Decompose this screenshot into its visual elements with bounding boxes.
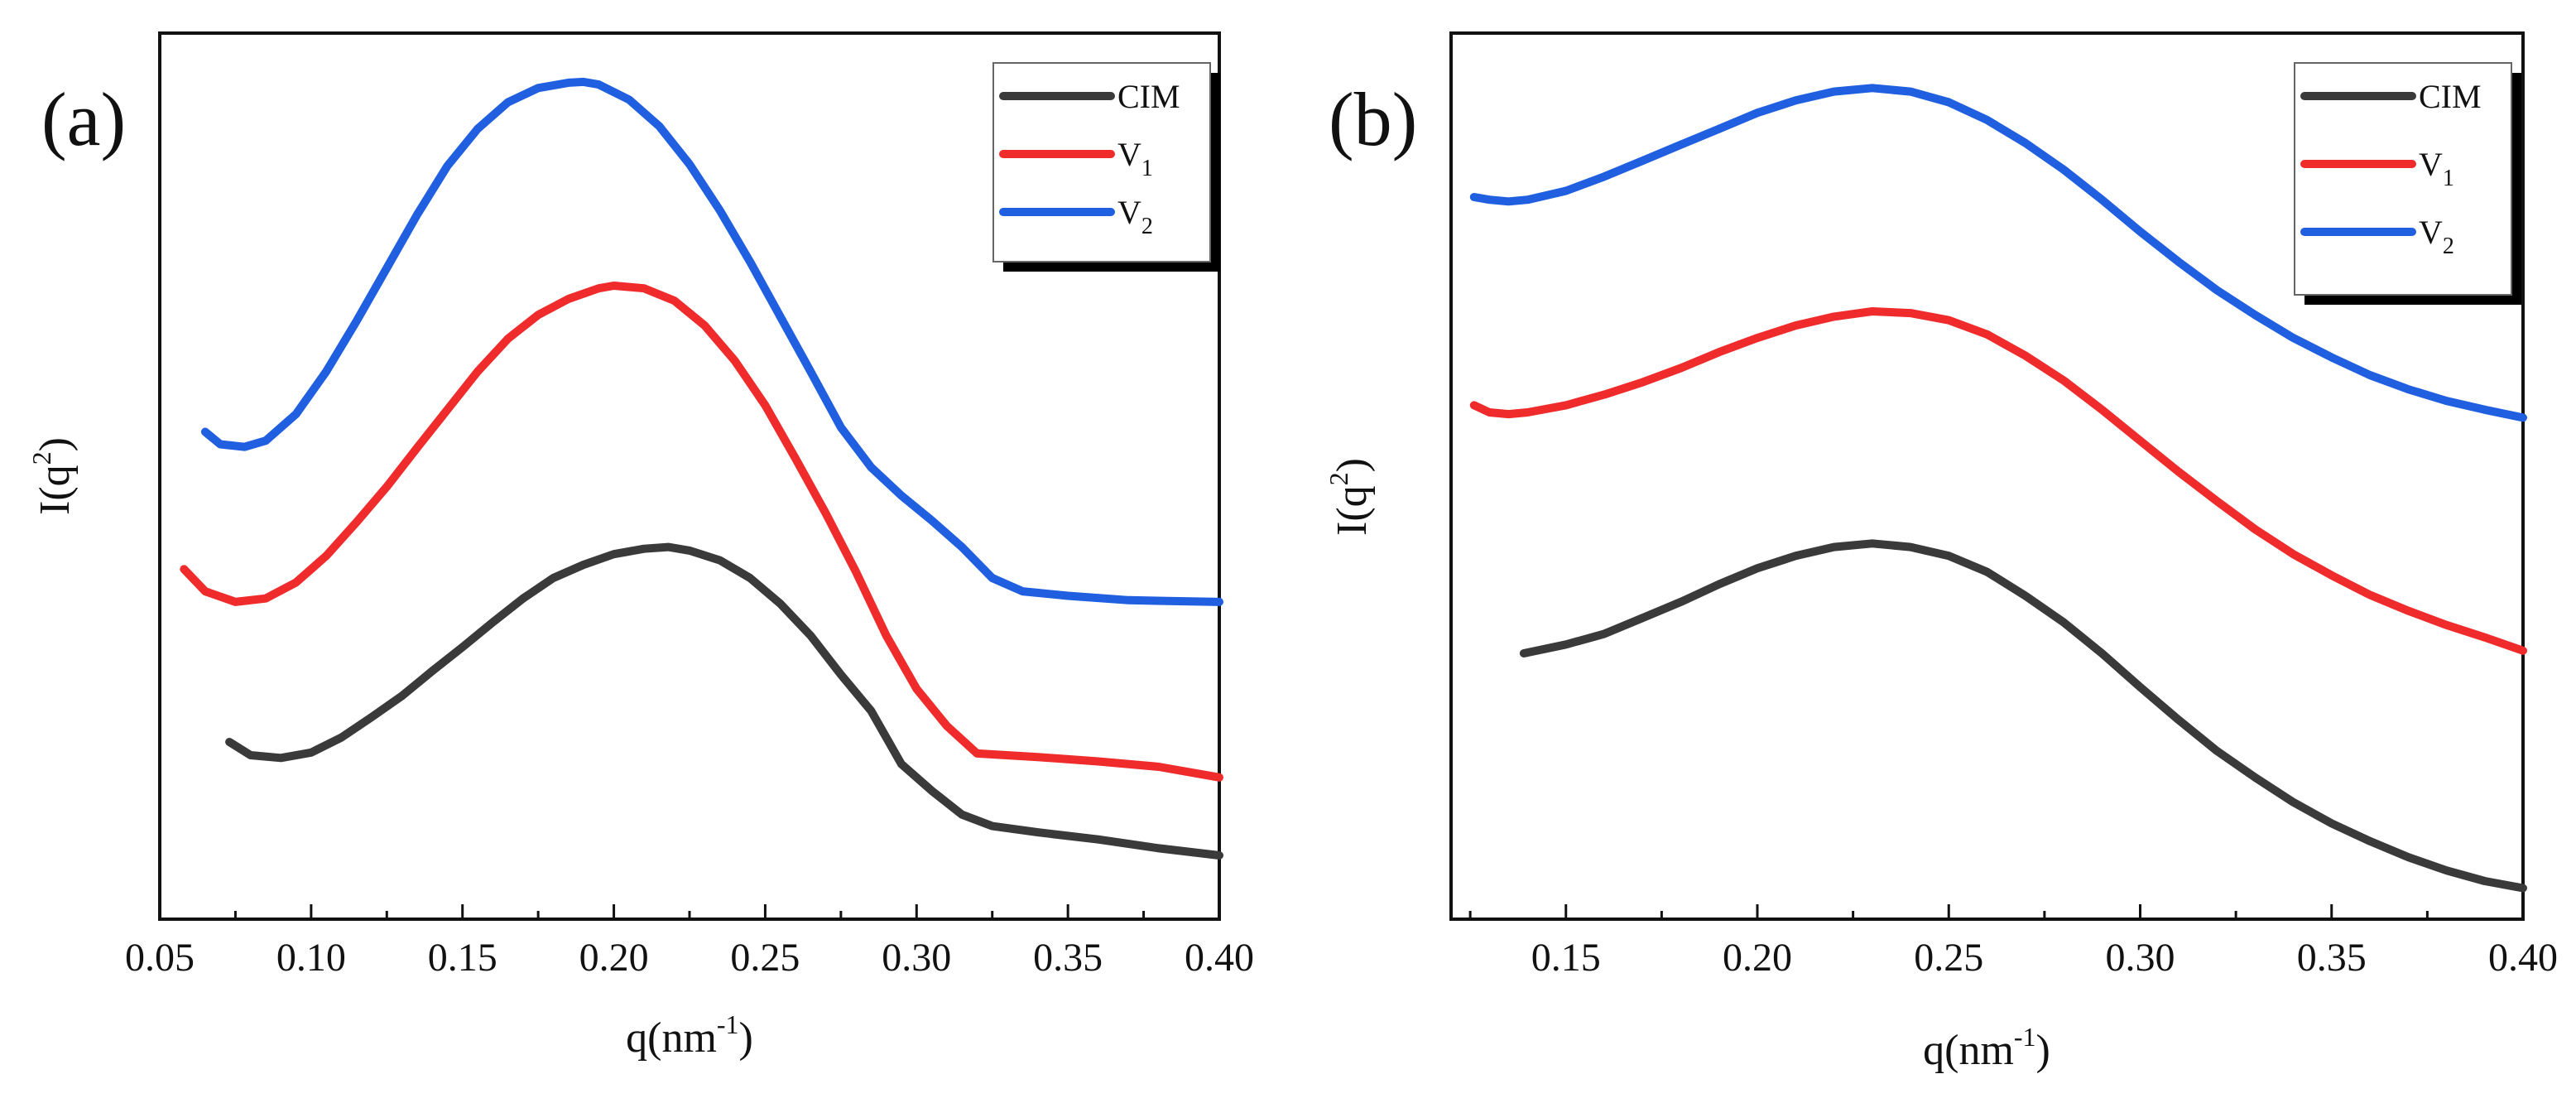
panel-a-x-tick-label: 0.15 (428, 936, 497, 980)
panel-a-legend-label-v2: V2 (1117, 194, 1153, 239)
panel-b-x-axis-title: q(nm-1) (1923, 1022, 2050, 1074)
panel-b-x-tick-label: 0.35 (2297, 936, 2367, 980)
panel-a-x-tick-label: 0.35 (1033, 936, 1103, 980)
panel-b-legend-label-v1: V1 (2419, 146, 2454, 191)
panel-a-legend-label-v1: V1 (1117, 136, 1153, 181)
panel-b-x-ticks: 0.15 0.20 0.25 0.30 0.35 0.40 (1468, 904, 2558, 980)
panel-b-frame (1449, 31, 2525, 921)
panel-a-x-tick-label: 0.05 (125, 936, 195, 980)
panel-b-legend-box (2294, 62, 2512, 296)
panel-a-y-axis-title: I(q2) (26, 437, 79, 515)
panel-a-series-v1-line (180, 282, 1223, 782)
panel-b-x-tick-label: 0.40 (2488, 936, 2558, 980)
panel-a-x-tick-label: 0.30 (882, 936, 951, 980)
panel-a-legend: CIM V1 V2 (992, 62, 1220, 272)
panel-a-x-tick-label: 0.20 (579, 936, 649, 980)
panel-a-x-axis-title: q(nm-1) (626, 1009, 753, 1062)
panel-a-legend-entries: CIM V1 V2 (999, 78, 1180, 239)
panel-a-x-ticks: 0.05 0.10 0.15 0.20 0.25 0.30 0.35 0.40 (125, 904, 1254, 980)
panel-b-legend: CIM V1 V2 (2294, 62, 2521, 305)
panel-b-series-v1-line (1469, 307, 2527, 655)
panel-b-series-v2-line (1469, 84, 2527, 422)
panel-a-series-v2-line (200, 77, 1223, 606)
panel-a-x-tick-label: 0.10 (276, 936, 346, 980)
panel-b-y-axis-title: I(q2) (1324, 458, 1376, 536)
panel-b-label: (b) (1329, 77, 1417, 161)
panel-b-x-tick-label: 0.15 (1531, 936, 1601, 980)
panel-b-legend-entries: CIM V1 V2 (2300, 78, 2482, 259)
panel-a-legend-label-cim: CIM (1117, 78, 1180, 115)
panel-b-legend-label-cim: CIM (2419, 78, 2482, 115)
panel-a-x-tick-label: 0.25 (730, 936, 800, 980)
panel-a-label: (a) (41, 77, 126, 161)
panel-b-series (1469, 84, 2527, 893)
panel-a-series (180, 77, 1223, 860)
panel-b: 0.15 0.20 0.25 0.30 0.35 0.40 (b) q(nm-1) I(q… (1324, 31, 2558, 1074)
panel-b-series-cim-line (1519, 539, 2527, 893)
panel-a-series-cim-line (225, 542, 1223, 860)
panel-b-x-tick-label: 0.25 (1914, 936, 1983, 980)
panel-b-x-tick-label: 0.30 (2106, 936, 2175, 980)
panel-a: 0.05 0.10 0.15 0.20 0.25 0.30 0.35 0.40 (a) q(n… (26, 31, 1254, 1062)
panel-b-x-tick-label: 0.20 (1723, 936, 1792, 980)
panel-b-legend-label-v2: V2 (2419, 214, 2454, 259)
panel-a-x-tick-label: 0.40 (1185, 936, 1254, 980)
